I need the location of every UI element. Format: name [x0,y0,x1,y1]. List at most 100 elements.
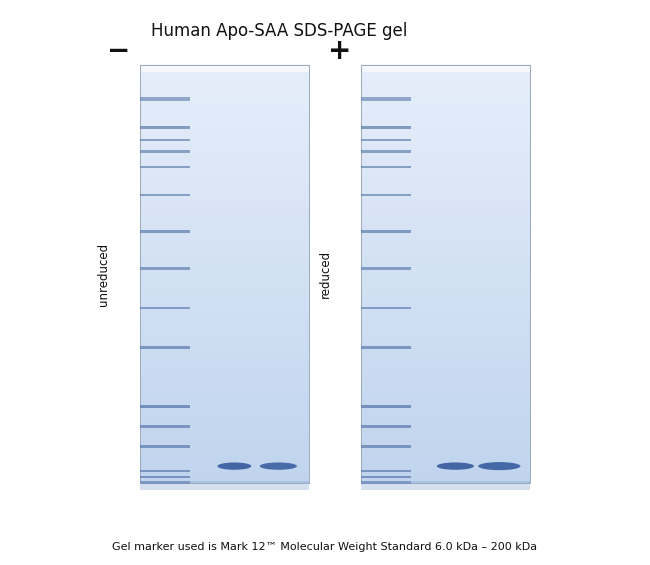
Bar [361,302,530,305]
Bar [361,363,530,366]
Bar [140,143,309,146]
Bar [361,458,530,461]
Bar [361,160,530,163]
Bar [361,263,530,266]
Bar [140,207,309,210]
Bar [361,288,530,291]
Bar [140,244,309,246]
Bar [140,87,309,90]
Bar [140,282,309,285]
Bar [140,397,309,399]
Bar [361,405,530,408]
Bar [140,399,309,402]
Bar [140,441,309,444]
Bar [140,149,309,151]
Bar [140,411,309,414]
Bar [361,137,530,140]
Bar [361,79,530,82]
Ellipse shape [260,462,297,470]
Bar [140,427,309,430]
Bar [140,338,309,341]
Bar [140,79,309,82]
Bar [361,377,530,380]
Bar [140,110,309,112]
Bar [140,166,190,168]
Bar [361,107,530,110]
Bar [140,352,309,355]
Bar [361,438,530,441]
Bar [361,366,530,369]
Bar [140,294,309,296]
Bar [361,150,411,153]
Bar [361,202,530,205]
Bar [140,76,309,79]
Bar [140,227,309,229]
Bar [361,416,530,419]
Bar [140,193,190,196]
Bar [361,316,530,319]
Bar [140,221,309,224]
Bar [361,112,530,115]
Bar [140,64,309,72]
Bar [140,277,309,280]
Bar [361,71,530,73]
Bar [361,166,411,168]
Bar [361,221,530,224]
Bar [140,291,309,294]
Bar [361,324,530,327]
Bar [361,125,411,128]
Bar [361,445,411,447]
Bar [361,266,530,268]
Bar [361,430,530,433]
Bar [140,257,309,260]
Bar [361,310,530,313]
Bar [140,341,309,344]
Bar [140,232,309,235]
Bar [361,193,530,196]
Bar [140,90,309,93]
Bar [361,154,530,157]
Bar [140,424,309,427]
Bar [361,268,530,271]
Bar [140,238,309,241]
Bar [140,305,309,307]
Bar [140,327,309,330]
Bar [361,346,411,349]
Bar [361,235,530,238]
Text: Gel marker used is Mark 12™ Molecular Weight Standard 6.0 kDa – 200 kDa: Gel marker used is Mark 12™ Molecular We… [112,542,538,552]
Bar [361,450,530,453]
Bar [361,330,530,333]
Bar [140,104,309,107]
Bar [140,385,309,388]
Bar [361,360,530,363]
Bar [361,444,530,447]
Bar [361,271,530,274]
Bar [361,436,530,438]
Bar [140,163,309,166]
Bar [140,190,309,193]
Bar [140,310,309,313]
Bar [140,230,190,233]
Bar [140,380,309,383]
Bar [140,266,309,268]
Bar [140,377,309,380]
Bar [140,316,309,319]
Text: unreduced: unreduced [98,242,111,306]
Bar [361,346,530,349]
Bar [140,419,309,421]
Bar [140,249,309,252]
Bar [140,157,309,160]
Bar [361,115,530,118]
Bar [140,394,309,397]
Bar [361,212,530,215]
Bar [361,104,530,107]
Bar [140,95,309,98]
Bar [361,98,530,101]
Bar [361,477,530,480]
Bar [140,405,309,408]
Bar [140,121,309,124]
Bar [361,134,530,137]
Bar [361,64,530,72]
Bar [140,280,309,282]
Bar [140,360,309,363]
